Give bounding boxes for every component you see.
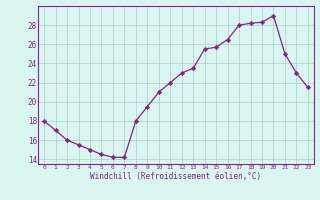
X-axis label: Windchill (Refroidissement éolien,°C): Windchill (Refroidissement éolien,°C) [91,172,261,181]
